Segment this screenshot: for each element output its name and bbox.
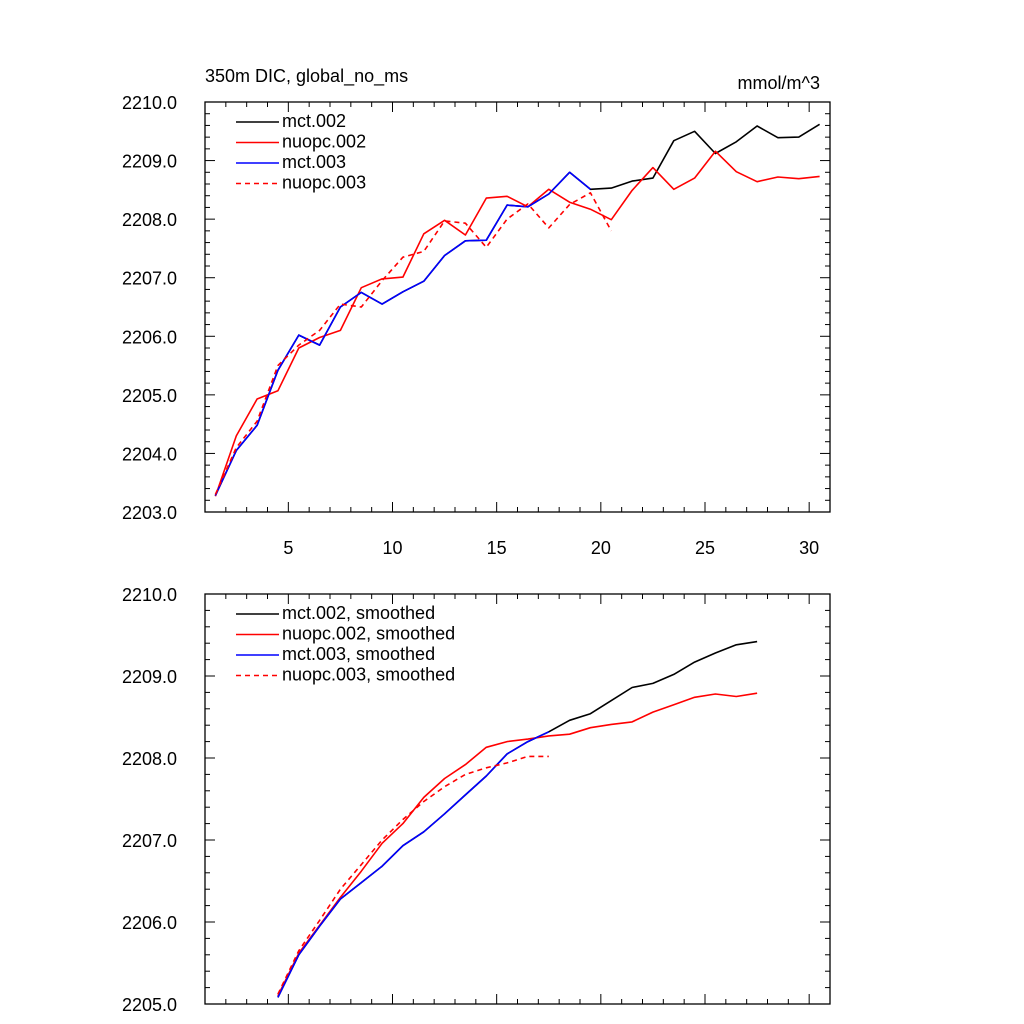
y-tick-label: 2206.0 xyxy=(122,913,177,933)
legend-label: mct.003, smoothed xyxy=(282,644,435,664)
legend-label: nuopc.003 xyxy=(282,173,366,193)
legend-label: nuopc.003, smoothed xyxy=(282,665,455,685)
x-tick-label: 5 xyxy=(283,538,293,558)
y-tick-label: 2205.0 xyxy=(122,995,177,1015)
legend-label: nuopc.002, smoothed xyxy=(282,624,455,644)
y-tick-label: 2206.0 xyxy=(122,327,177,347)
series-line-nuopc-003-smoothed xyxy=(277,755,549,995)
series-line-nuopc-002 xyxy=(214,150,820,497)
y-tick-label: 2204.0 xyxy=(122,444,177,464)
top-panel: 5 10 15 20 25 30 2203.0 2204.0 2205.0 2206.0 2207.… xyxy=(122,66,831,558)
x-tick-label: 20 xyxy=(591,538,611,558)
series-line-nuopc-003 xyxy=(214,192,613,495)
y-tick-label: 2208.0 xyxy=(122,210,177,230)
x-tick-label: 30 xyxy=(799,538,819,558)
legend-label: mct.002, smoothed xyxy=(282,603,435,623)
legend-label: nuopc.002 xyxy=(282,132,366,152)
series-line-mct-003-smoothed xyxy=(277,731,550,998)
y-tick-label: 2205.0 xyxy=(122,386,177,406)
y-tick-label: 2210.0 xyxy=(122,93,177,113)
y-tick-label: 2209.0 xyxy=(122,667,177,687)
x-tick-label: 15 xyxy=(487,538,507,558)
y-tick-label: 2208.0 xyxy=(122,749,177,769)
y-tick-label: 2210.0 xyxy=(122,585,177,605)
y-tick-label: 2203.0 xyxy=(122,503,177,523)
legend-label: mct.002 xyxy=(282,111,346,131)
series-line-nuopc-002-smoothed xyxy=(277,692,758,997)
x-tick-label: 25 xyxy=(695,538,715,558)
bottom-panel: 2205.0 2206.0 2207.0 2208.0 2209.0 2210.0 mct.… xyxy=(122,585,831,1015)
x-tick-label: 10 xyxy=(382,538,402,558)
units-label: mmol/m^3 xyxy=(738,73,820,93)
y-tick-label: 2207.0 xyxy=(122,269,177,289)
y-tick-label: 2207.0 xyxy=(122,831,177,851)
chart-title: 350m DIC, global_no_ms xyxy=(205,66,408,87)
legend-label: mct.003 xyxy=(282,152,346,172)
series-line-mct-003 xyxy=(214,171,591,496)
y-tick-label: 2209.0 xyxy=(122,152,177,172)
series-line-mct-002-smoothed xyxy=(277,640,758,998)
